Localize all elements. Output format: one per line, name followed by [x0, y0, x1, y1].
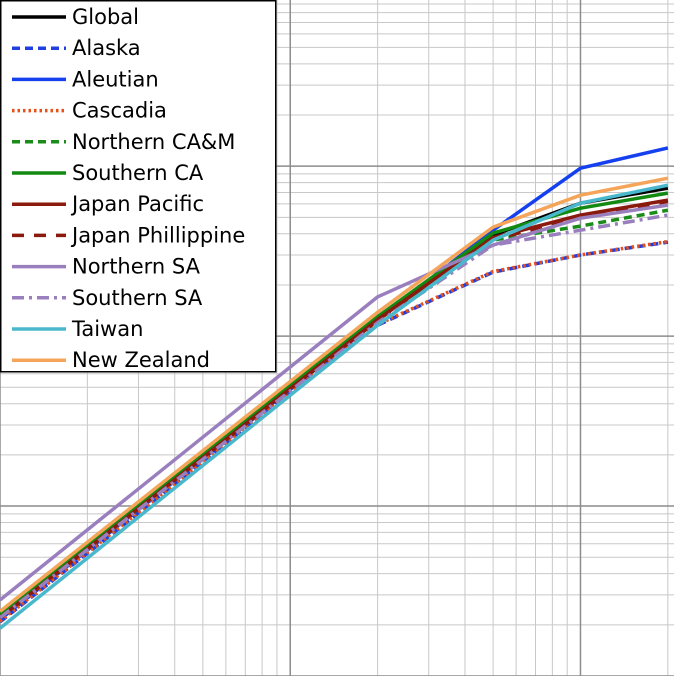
- legend-label: Alaska: [72, 36, 141, 60]
- legend-label: Japan Phillippine: [70, 223, 245, 247]
- series-line: [0, 213, 669, 620]
- legend-label: Aleutian: [72, 67, 159, 91]
- series-line: [0, 183, 669, 630]
- legend-label: Northern SA: [72, 255, 201, 279]
- series-line: [0, 191, 669, 616]
- legend: Global Alaska Aleutian Cascadia Northern CA&…: [0, 0, 277, 373]
- legend-label: Japan Pacific: [70, 192, 204, 216]
- legend-label: Cascadia: [72, 99, 167, 123]
- series-line: [0, 176, 669, 613]
- legend-label: Southern SA: [72, 286, 203, 310]
- series-line: [0, 198, 669, 620]
- series-line: [0, 239, 669, 623]
- legend-label: Southern CA: [72, 161, 204, 185]
- legend-label: Taiwan: [71, 317, 143, 341]
- plot-lines: [0, 146, 669, 630]
- legend-label: Northern CA&M: [72, 130, 235, 154]
- legend-box: [0, 0, 277, 373]
- legend-label: New Zealand: [72, 348, 210, 372]
- legend-label: Global: [72, 5, 139, 29]
